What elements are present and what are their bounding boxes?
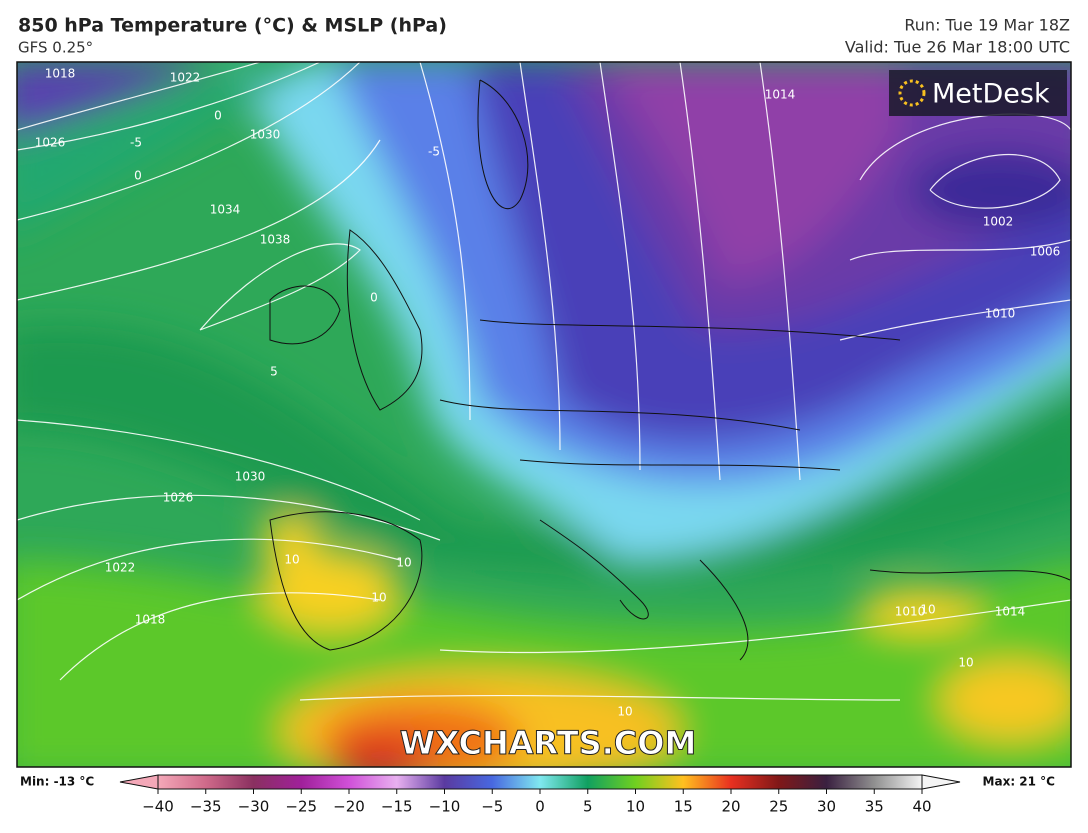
- title: 850 hPa Temperature (°C) & MSLP (hPa): [18, 15, 447, 37]
- contour-label: 1022: [105, 561, 136, 575]
- map-area: 1018 1022 1026 1030 1034 1038 1030 1026 1022 1018…: [17, 62, 1071, 767]
- contour-label: 10: [371, 591, 386, 605]
- max-label: Max: 21 °C: [983, 775, 1056, 789]
- colorbar-bar: [157, 774, 923, 790]
- contour-label: 1002: [983, 215, 1014, 229]
- contour-label: 10: [284, 553, 299, 567]
- run: Run: Tue 19 Mar 18Z: [904, 16, 1070, 35]
- contour-label: 0: [370, 291, 378, 305]
- contour-label: -5: [130, 136, 142, 150]
- min-label: Min: -13 °C: [20, 775, 94, 789]
- watermark: WXCHARTS.COM: [400, 724, 697, 762]
- logo-icon: [898, 79, 926, 107]
- colorbar-tick-label: −10: [429, 798, 461, 816]
- colorbar-tick-label: 5: [583, 798, 593, 816]
- map-frame: [16, 61, 1072, 768]
- contour-label: 1014: [995, 605, 1026, 619]
- logo-box: [889, 70, 1067, 116]
- colorbar-left-arrow: [119, 774, 159, 790]
- contour-label: -5: [428, 145, 440, 159]
- colorbar-tick-label: −5: [481, 798, 503, 816]
- colorbar-tick-label: 30: [817, 798, 836, 816]
- colorbar-tick-label: −20: [333, 798, 365, 816]
- temperature-field: [17, 62, 1071, 767]
- contour-label: 1038: [260, 233, 291, 247]
- colorbar-tick-label: 40: [912, 798, 931, 816]
- contour-label: 0: [214, 109, 222, 123]
- contour-label: 1026: [35, 136, 66, 150]
- colorbar-tick-label: 20: [721, 798, 740, 816]
- colorbar-tick-label: 15: [674, 798, 693, 816]
- colorbar-right-arrow: [921, 774, 961, 790]
- contour-label: 1010: [895, 605, 926, 619]
- colorbar-tick-label: 0: [535, 798, 545, 816]
- contour-label: 10: [958, 656, 973, 670]
- logo: MetDesk: [932, 79, 1050, 110]
- contour-label: 1006: [1030, 245, 1061, 259]
- model: GFS 0.25°: [18, 39, 93, 57]
- contour-label: 1018: [45, 67, 76, 81]
- colorbar-tick-label: −15: [381, 798, 413, 816]
- contour-label: 1034: [210, 203, 241, 217]
- contour-label: 1026: [163, 491, 194, 505]
- colorbar: −40 −35 −30 −25 −20 −15 −10 −5 0 5 10 15 20 25 30 35 40: [119, 774, 961, 816]
- valid: Valid: Tue 26 Mar 18:00 UTC: [845, 38, 1070, 57]
- colorbar-tick-label: −30: [238, 798, 270, 816]
- isobar-labels: 1018 1022 1026 1030 1034 1038 1030 1026 1022 1018…: [35, 67, 1061, 719]
- contour-label: 1022: [170, 71, 201, 85]
- contour-label: 1010: [985, 307, 1016, 321]
- colorbar-tick-label: −35: [190, 798, 222, 816]
- colorbar-tick-label: −25: [285, 798, 317, 816]
- coastlines: [269, 79, 1071, 661]
- contour-label: 0: [134, 169, 142, 183]
- contour-label: 10: [396, 556, 411, 570]
- contour-label: 1014: [765, 88, 796, 102]
- colorbar-tick-label: 10: [626, 798, 645, 816]
- contour-label: 1018: [135, 613, 166, 627]
- contour-label: 1030: [250, 128, 281, 142]
- isobars: [17, 62, 1071, 701]
- colorbar-tick-label: −40: [142, 798, 174, 816]
- contour-label: 10: [617, 705, 632, 719]
- contour-label: 1030: [235, 470, 266, 484]
- contour-label: 10: [920, 603, 935, 617]
- colorbar-tick-label: 35: [865, 798, 884, 816]
- contour-label: 5: [270, 365, 278, 379]
- colorbar-tick-label: 25: [769, 798, 788, 816]
